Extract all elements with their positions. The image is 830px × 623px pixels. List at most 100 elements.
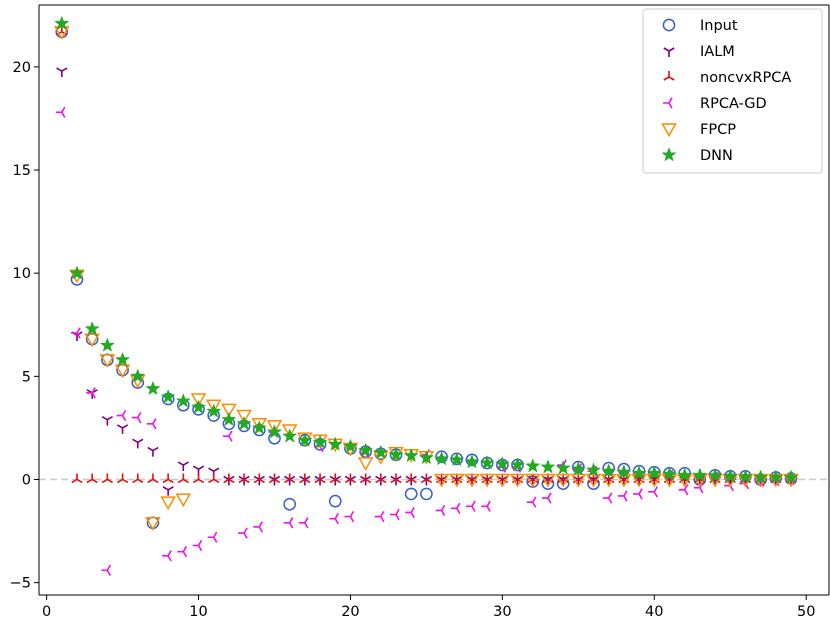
data-point (449, 473, 465, 488)
data-point (555, 473, 571, 488)
legend-entry: noncvxRPCA (663, 70, 791, 86)
data-point (510, 457, 525, 471)
data-point (252, 420, 267, 434)
data-point (116, 424, 129, 434)
data-point (570, 473, 587, 488)
data-point (405, 506, 415, 519)
data-point (299, 473, 311, 484)
legend-marker (662, 18, 676, 32)
data-point (465, 500, 476, 512)
data-point (329, 513, 339, 525)
data-point (251, 418, 268, 432)
data-point (375, 473, 387, 484)
data-point (177, 473, 189, 484)
data-point (85, 321, 100, 335)
data-point (450, 502, 461, 514)
data-point (253, 473, 265, 484)
data-point (176, 393, 191, 408)
data-point (237, 416, 252, 430)
data-point (284, 473, 296, 484)
data-point (162, 473, 174, 484)
data-point (404, 487, 418, 501)
data-point (693, 482, 704, 494)
data-point (419, 450, 434, 464)
data-point (101, 564, 112, 576)
data-point (314, 475, 326, 486)
legend-entry: FPCP (661, 122, 736, 138)
data-point (281, 424, 298, 438)
data-point (101, 415, 113, 426)
data-point (190, 393, 207, 408)
data-point (435, 504, 446, 517)
data-point (753, 470, 768, 484)
data-point (314, 473, 326, 484)
data-point (192, 539, 203, 552)
data-point (115, 352, 130, 366)
data-point (449, 452, 464, 466)
data-point (147, 473, 159, 484)
data-point (481, 500, 491, 512)
data-point (738, 469, 753, 483)
data-point (433, 473, 450, 488)
data-point (205, 399, 222, 414)
data-point (541, 492, 552, 504)
data-point (494, 473, 511, 488)
data-point (236, 409, 252, 424)
data-point (480, 455, 495, 469)
data-point (84, 333, 100, 348)
legend-marker (662, 147, 676, 161)
data-point (162, 550, 172, 562)
data-point (585, 473, 602, 488)
data-point (420, 473, 433, 484)
data-point (238, 475, 250, 486)
legend-entry: Input (662, 18, 738, 34)
data-point (177, 461, 189, 472)
data-point (221, 412, 236, 426)
data-point (616, 464, 631, 479)
data-point (99, 354, 116, 368)
data-point (632, 465, 647, 480)
data-point (267, 424, 282, 438)
data-point (479, 473, 495, 488)
data-point (509, 473, 526, 488)
data-point (556, 460, 571, 475)
data-point (784, 470, 798, 484)
legend-marker (661, 123, 677, 138)
data-point (495, 456, 510, 470)
x-tick-label: 30 (493, 604, 511, 620)
data-point (434, 451, 449, 465)
data-point (662, 467, 677, 481)
data-point (360, 473, 372, 484)
legend-label: DNN (700, 148, 733, 164)
data-point (420, 487, 433, 501)
data-point (571, 461, 586, 476)
data-point (70, 327, 81, 339)
data-point (540, 473, 556, 488)
data-point (266, 420, 283, 434)
y-tick-label: 20 (13, 60, 31, 76)
data-point (161, 389, 176, 403)
data-point (116, 409, 127, 422)
data-point (677, 468, 692, 482)
data-point (404, 448, 419, 462)
legend-label: Input (700, 18, 738, 34)
legend-label: FPCP (700, 122, 736, 138)
data-point (207, 531, 218, 543)
data-point (360, 475, 372, 486)
data-point (86, 473, 98, 484)
data-point (373, 445, 388, 459)
legend: Input IALM noncvxRPCA RPCA-GD FPCP DNN (642, 8, 823, 174)
series-dnn (54, 16, 798, 484)
data-point (162, 486, 174, 496)
legend-label: IALM (700, 44, 735, 60)
legend-entry: DNN (662, 147, 733, 164)
data-point (223, 473, 235, 484)
data-point (160, 496, 176, 511)
data-point (524, 473, 541, 488)
data-point (100, 338, 115, 352)
data-point (601, 463, 616, 478)
data-point (389, 447, 403, 461)
data-point (70, 265, 84, 280)
data-point (375, 475, 387, 486)
data-point (358, 443, 373, 457)
